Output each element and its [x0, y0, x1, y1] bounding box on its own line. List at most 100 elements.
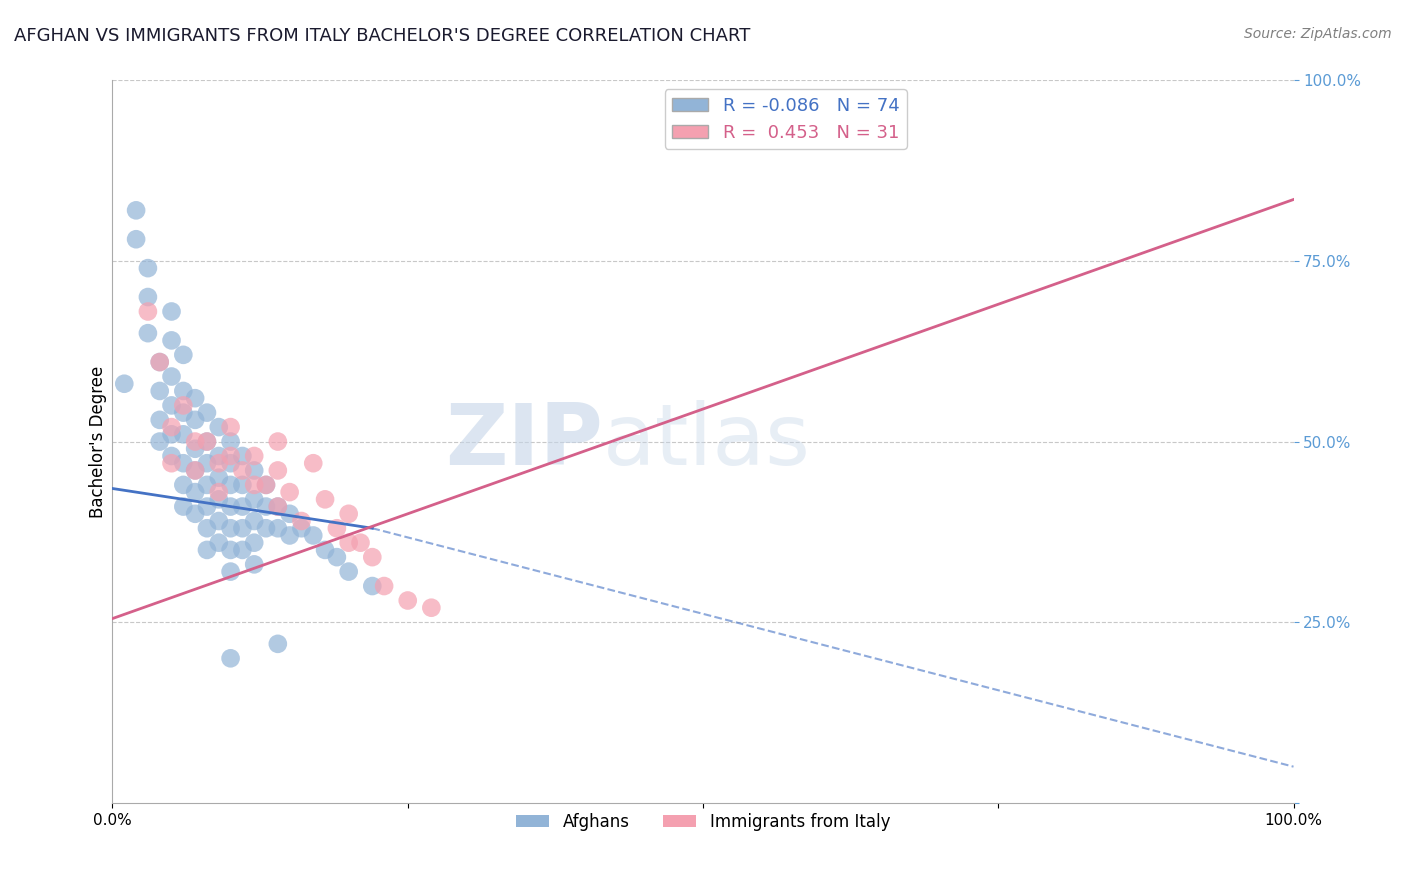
Point — [184, 485, 207, 500]
Point — [160, 420, 183, 434]
Point — [149, 384, 172, 398]
Point — [267, 521, 290, 535]
Point — [208, 456, 231, 470]
Point — [219, 434, 242, 449]
Point — [219, 500, 242, 514]
Point — [184, 442, 207, 456]
Point — [160, 304, 183, 318]
Point — [160, 449, 183, 463]
Point — [125, 203, 148, 218]
Point — [149, 355, 172, 369]
Point — [219, 565, 242, 579]
Point — [231, 500, 253, 514]
Point — [231, 521, 253, 535]
Point — [208, 492, 231, 507]
Point — [195, 542, 218, 557]
Point — [420, 600, 443, 615]
Point — [314, 542, 336, 557]
Point — [267, 500, 290, 514]
Text: atlas: atlas — [603, 400, 811, 483]
Point — [254, 478, 277, 492]
Point — [219, 420, 242, 434]
Point — [195, 456, 218, 470]
Point — [172, 398, 194, 412]
Point — [184, 434, 207, 449]
Point — [326, 521, 349, 535]
Point — [337, 565, 360, 579]
Point — [349, 535, 371, 549]
Point — [231, 463, 253, 477]
Point — [267, 637, 290, 651]
Point — [160, 456, 183, 470]
Point — [231, 478, 253, 492]
Point — [267, 463, 290, 477]
Text: AFGHAN VS IMMIGRANTS FROM ITALY BACHELOR'S DEGREE CORRELATION CHART: AFGHAN VS IMMIGRANTS FROM ITALY BACHELOR… — [14, 27, 751, 45]
Point — [219, 449, 242, 463]
Point — [278, 528, 301, 542]
Point — [195, 406, 218, 420]
Text: Source: ZipAtlas.com: Source: ZipAtlas.com — [1244, 27, 1392, 41]
Point — [172, 427, 194, 442]
Point — [172, 384, 194, 398]
Point — [326, 550, 349, 565]
Point — [243, 558, 266, 572]
Point — [254, 500, 277, 514]
Point — [243, 463, 266, 477]
Point — [172, 406, 194, 420]
Point — [278, 485, 301, 500]
Point — [184, 463, 207, 477]
Point — [184, 413, 207, 427]
Point — [231, 449, 253, 463]
Point — [361, 579, 384, 593]
Point — [184, 391, 207, 405]
Point — [195, 478, 218, 492]
Text: ZIP: ZIP — [444, 400, 603, 483]
Point — [290, 521, 312, 535]
Point — [136, 290, 159, 304]
Point — [112, 376, 135, 391]
Point — [231, 542, 253, 557]
Point — [314, 492, 336, 507]
Point — [195, 521, 218, 535]
Point — [125, 232, 148, 246]
Point — [160, 369, 183, 384]
Point — [149, 434, 172, 449]
Point — [243, 514, 266, 528]
Point — [302, 528, 325, 542]
Point — [278, 507, 301, 521]
Point — [160, 334, 183, 348]
Point — [208, 470, 231, 484]
Point — [208, 514, 231, 528]
Legend: Afghans, Immigrants from Italy: Afghans, Immigrants from Italy — [509, 806, 897, 838]
Point — [160, 427, 183, 442]
Point — [373, 579, 395, 593]
Y-axis label: Bachelor's Degree: Bachelor's Degree — [89, 366, 107, 517]
Point — [149, 413, 172, 427]
Point — [267, 500, 290, 514]
Point — [254, 521, 277, 535]
Point — [243, 535, 266, 549]
Point — [149, 355, 172, 369]
Point — [136, 261, 159, 276]
Point — [361, 550, 384, 565]
Point — [172, 348, 194, 362]
Point — [254, 478, 277, 492]
Point — [243, 449, 266, 463]
Point — [208, 449, 231, 463]
Point — [136, 304, 159, 318]
Point — [243, 492, 266, 507]
Point — [219, 478, 242, 492]
Point — [184, 507, 207, 521]
Point — [302, 456, 325, 470]
Point — [136, 326, 159, 340]
Point — [219, 542, 242, 557]
Point — [195, 434, 218, 449]
Point — [195, 500, 218, 514]
Point — [172, 456, 194, 470]
Point — [208, 535, 231, 549]
Point — [208, 420, 231, 434]
Point — [219, 456, 242, 470]
Point — [195, 434, 218, 449]
Point — [184, 463, 207, 477]
Point — [208, 485, 231, 500]
